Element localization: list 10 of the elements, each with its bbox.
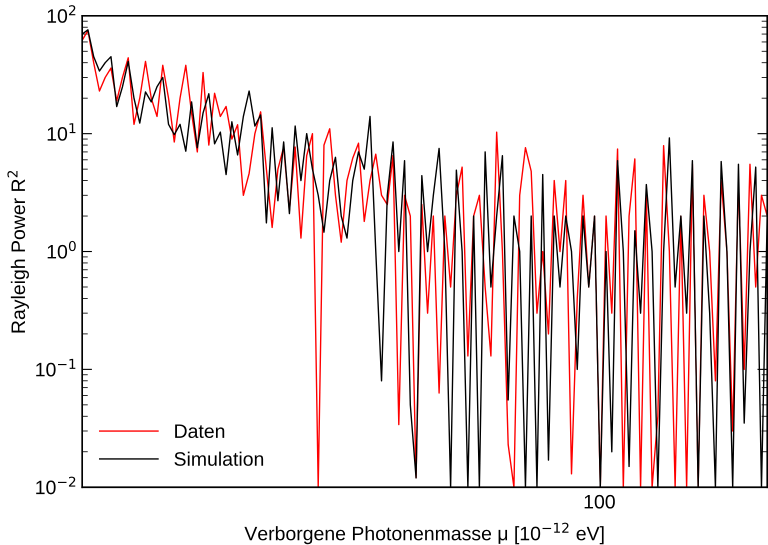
y-tick-label: 10$^{−2}$ bbox=[36, 476, 76, 494]
legend-label: Daten bbox=[175, 424, 224, 438]
x-axis-title: Verborgene Photonenmasse μ [10$^{−12}$ eV] bbox=[244, 522, 604, 544]
text: 100 bbox=[584, 494, 615, 509]
y-tick-label: 10$^{0}$ bbox=[48, 240, 76, 259]
y-axis-title: Rayleigh Power R$^{2}$ bbox=[7, 170, 29, 332]
y-tick-label: 10$^{2}$ bbox=[48, 5, 76, 23]
y-tick-label: 10$^{−1}$ bbox=[36, 358, 76, 376]
legend-label: Simulation bbox=[174, 452, 264, 466]
y-tick-label: 10$^{1}$ bbox=[48, 123, 76, 141]
